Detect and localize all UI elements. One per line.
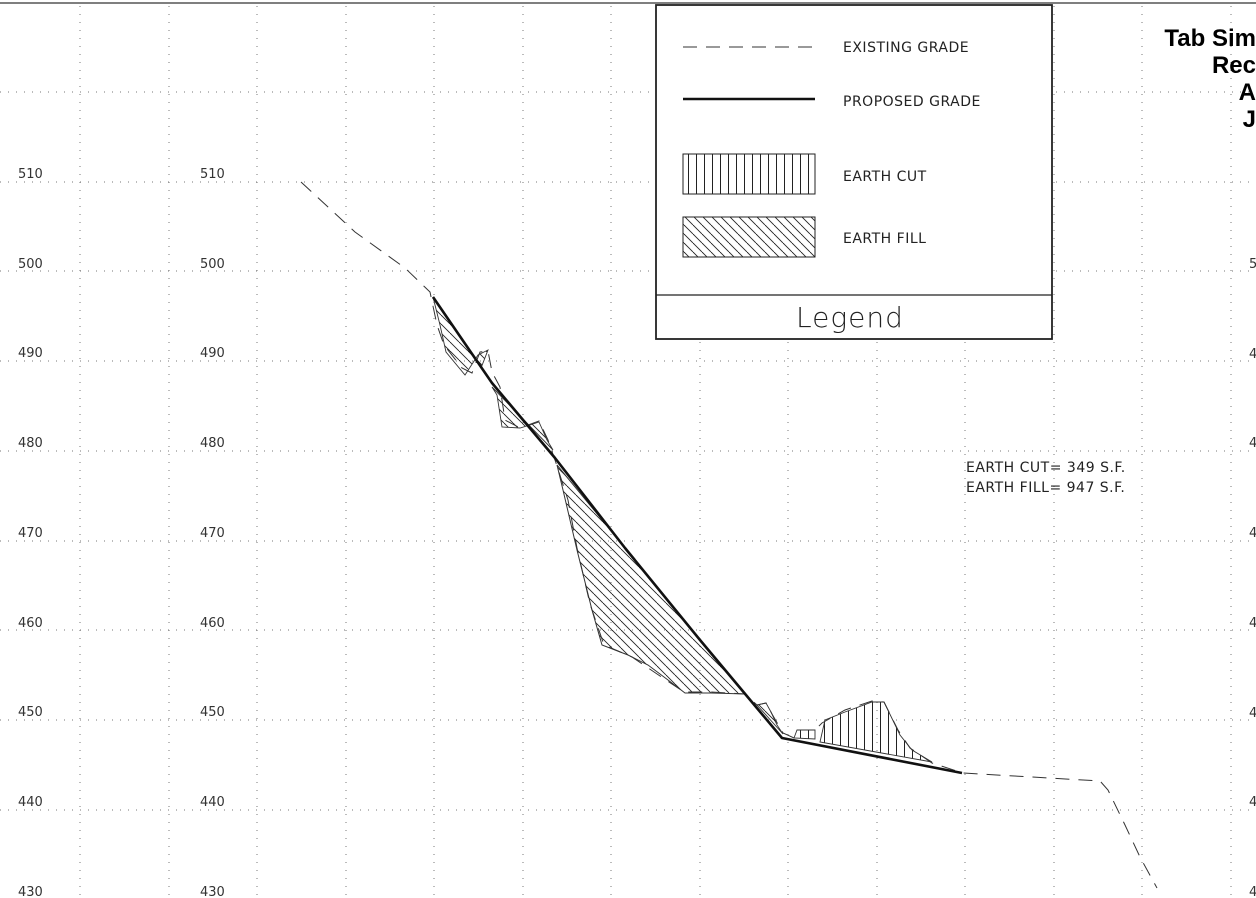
elevation-label-inner: 460 [200, 616, 225, 631]
proposed-grade-line [431, 296, 963, 775]
elevation-label-inner: 430 [200, 885, 225, 898]
elevation-label-left: 510 [18, 167, 43, 182]
elevation-label-left: 500 [18, 257, 43, 272]
legend-fill-label: EARTH FILL [843, 231, 926, 247]
title-line-2: Rec [1212, 52, 1256, 79]
legend-proposed-label: PROPOSED GRADE [843, 94, 981, 110]
title-line-4: J [1243, 106, 1256, 133]
elevation-label-right: 4 [1249, 347, 1256, 362]
elevation-label-right: 4 [1249, 616, 1256, 631]
elevation-label-left: 440 [18, 795, 43, 810]
title-line-3: A [1239, 79, 1256, 106]
elevation-label-left: 490 [18, 346, 43, 361]
elevation-label-right: 4 [1249, 436, 1256, 451]
legend-box: EXISTING GRADE PROPOSED GRADE EARTH CUT … [655, 4, 1053, 340]
dotted-grid [0, 6, 1256, 898]
title-line-1: Tab Sim [1164, 25, 1256, 52]
earth-fill-areas [432, 296, 784, 735]
elevation-label-inner: 500 [200, 257, 225, 272]
legend-fill-swatch [682, 216, 816, 258]
elevation-labels: 510 510 500 500 490 490 480 480 470 470 460 460 450 4… [18, 167, 1256, 898]
elevation-label-left: 460 [18, 616, 43, 631]
elevation-label-left: 480 [18, 436, 43, 451]
elevation-label-right: 4 [1249, 706, 1256, 721]
legend-cut-label: EARTH CUT [843, 169, 927, 185]
title-block: Tab Sim Rec A J [1164, 25, 1256, 133]
earth-fill-quantity: EARTH FILL= 947 S.F. [966, 480, 1125, 496]
elevation-label-left: 450 [18, 705, 43, 720]
earth-cut-quantity: EARTH CUT= 349 S.F. [966, 460, 1126, 476]
elevation-label-inner: 450 [200, 705, 225, 720]
elevation-label-right: 4 [1249, 526, 1256, 541]
elevation-label-inner: 510 [200, 167, 225, 182]
earth-cut-area-1 [793, 729, 816, 740]
legend-existing-label: EXISTING GRADE [843, 40, 969, 56]
legend-cut-swatch [682, 153, 816, 195]
earth-fill-area-4 [756, 702, 784, 735]
earth-fill-area-1 [432, 296, 489, 376]
existing-grade-line [300, 181, 1158, 889]
elevation-label-left: 470 [18, 526, 43, 541]
legend-title: Legend [796, 301, 904, 334]
elevation-label-left: 430 [18, 885, 43, 898]
elevation-label-inner: 480 [200, 436, 225, 451]
elevation-label-right: 5 [1249, 257, 1256, 272]
elevation-label-right: 4 [1249, 795, 1256, 810]
elevation-label-right: 4 [1249, 885, 1256, 898]
elevation-label-inner: 490 [200, 346, 225, 361]
elevation-label-inner: 470 [200, 526, 225, 541]
earth-cut-area-2 [819, 701, 933, 763]
elevation-label-inner: 440 [200, 795, 225, 810]
